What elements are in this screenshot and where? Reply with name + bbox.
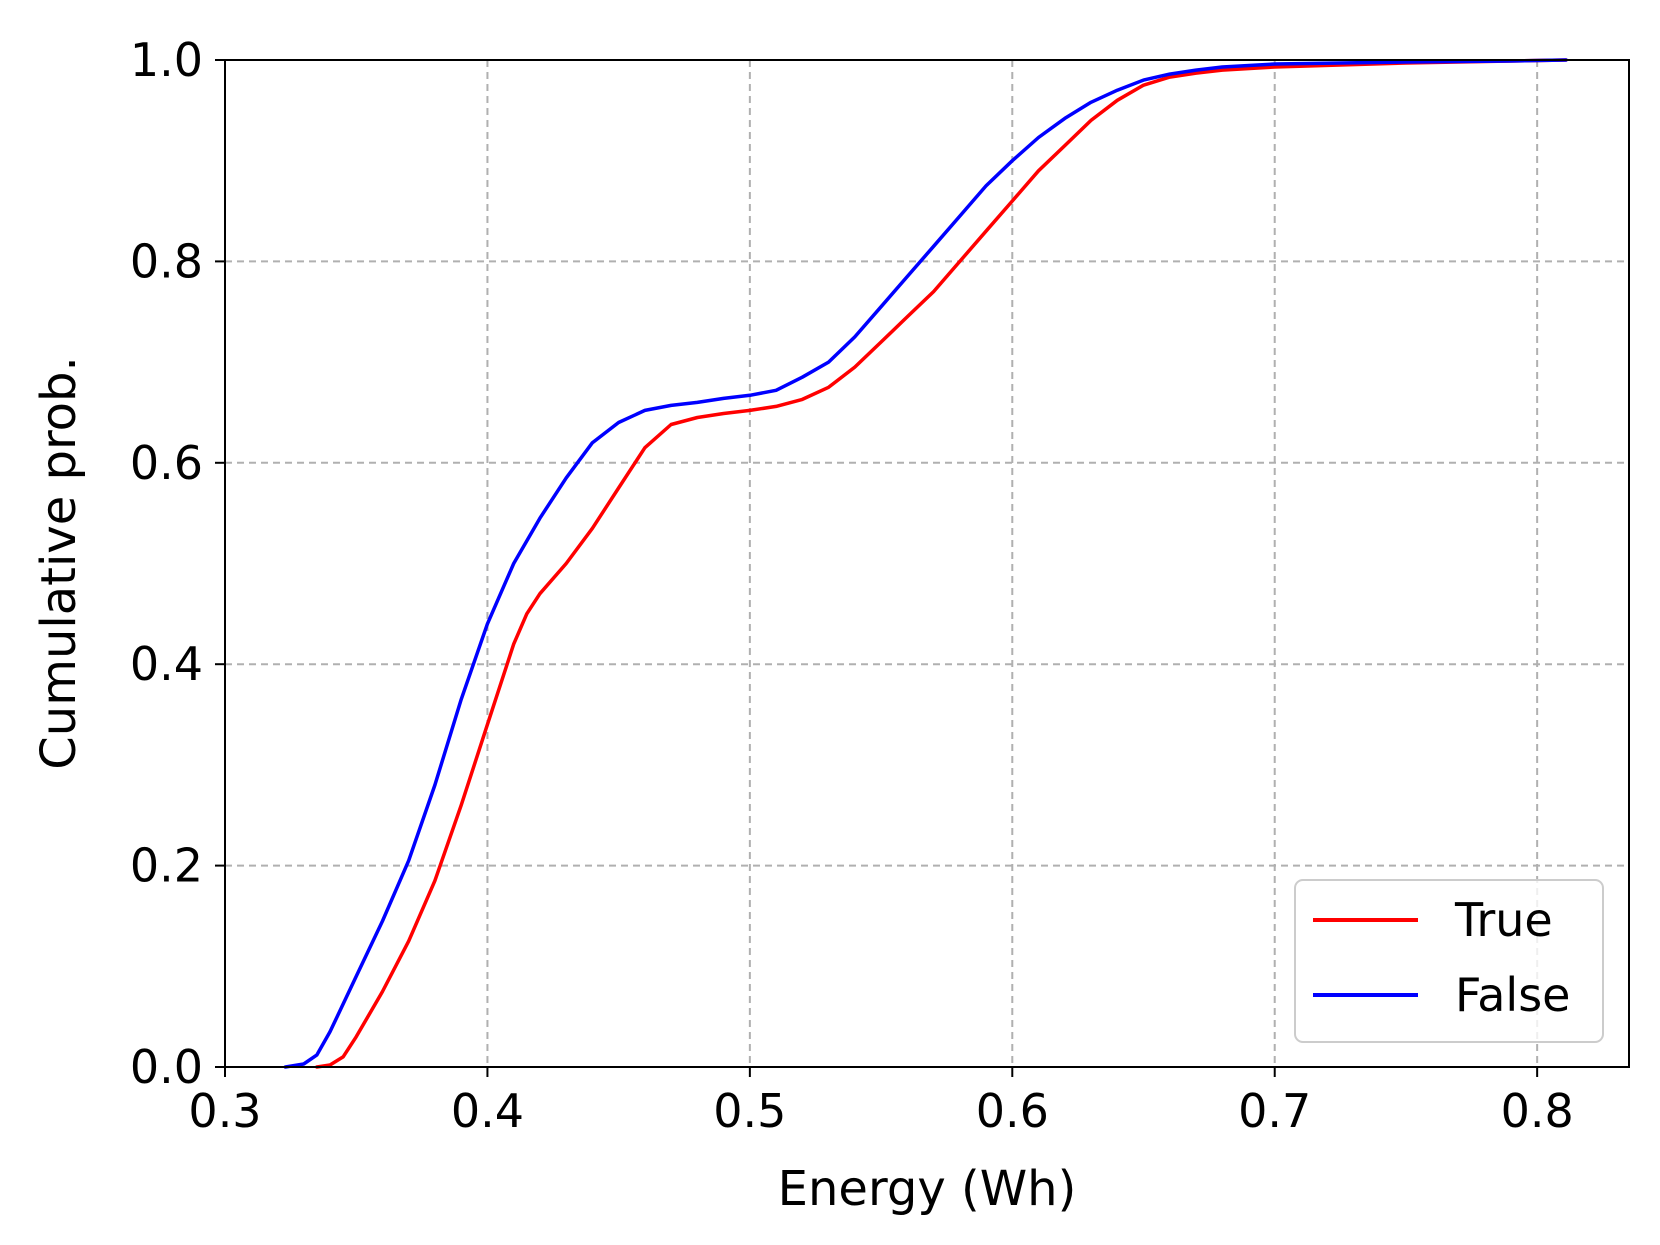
x-axis-label: Energy (Wh) [778, 1161, 1077, 1217]
series-line-true [315, 58, 1568, 1069]
series-line-false [283, 58, 1568, 1069]
axis-ticks [215, 59, 1539, 1077]
plot-area-frame [224, 59, 1630, 1068]
x-tick-label: 0.3 [188, 1084, 261, 1138]
y-axis-label: Cumulative prob. [31, 356, 87, 769]
y-tick-labels: 0.0 0.2 0.4 0.6 0.8 1.0 [130, 33, 203, 1094]
x-tick-label: 0.6 [976, 1084, 1049, 1138]
legend-label-true: True [1454, 893, 1553, 947]
y-tick-label: 0.4 [130, 637, 203, 691]
legend-label-false: False [1455, 968, 1570, 1022]
y-tick-label: 0.6 [130, 436, 203, 490]
x-tick-labels: 0.3 0.4 0.5 0.6 0.7 0.8 [188, 1084, 1573, 1138]
legend: True False [1294, 879, 1604, 1043]
y-tick-label: 1.0 [130, 33, 203, 87]
y-tick-label: 0.8 [130, 234, 203, 288]
y-tick-label: 0.0 [130, 1040, 203, 1094]
x-tick-label: 0.8 [1501, 1084, 1574, 1138]
y-tick-label: 0.2 [130, 839, 203, 893]
x-tick-label: 0.5 [713, 1084, 786, 1138]
x-tick-label: 0.4 [451, 1084, 524, 1138]
series-lines [283, 58, 1568, 1069]
x-tick-label: 0.7 [1238, 1084, 1311, 1138]
